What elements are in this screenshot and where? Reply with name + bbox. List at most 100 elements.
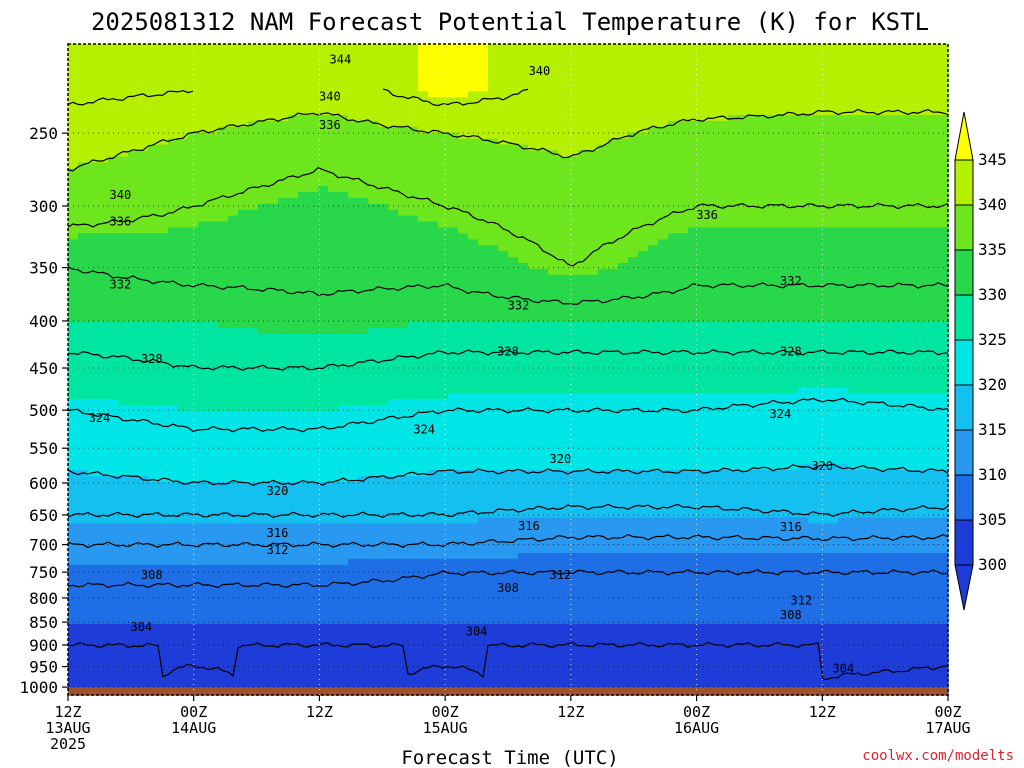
field-cell [328,85,339,92]
field-cell [938,197,949,205]
field-cell [288,322,299,329]
field-cell [328,345,339,353]
field-cell [738,221,749,229]
field-cell [618,251,629,258]
field-cell [68,144,79,152]
field-cell [878,79,889,87]
field-cell [688,144,699,152]
field-cell [508,298,519,305]
field-cell [768,251,779,258]
field-cell [248,197,259,205]
field-cell [318,103,329,110]
field-cell [398,115,409,122]
field-cell [618,174,629,181]
field-cell [118,345,129,353]
field-cell [438,97,449,104]
field-cell [588,67,599,75]
field-cell [638,109,649,116]
field-cell [638,345,649,353]
field-cell [378,351,389,359]
field-cell [298,310,309,317]
field-cell [908,97,919,104]
field-cell [678,168,689,175]
field-cell [78,138,89,146]
field-cell [288,180,299,187]
field-cell [518,73,529,81]
field-cell [258,115,269,122]
field-cell [328,115,339,122]
field-cell [768,73,779,81]
field-cell [178,138,189,146]
field-cell [248,304,259,311]
field-cell [568,351,579,359]
field-cell [628,369,639,377]
field-cell [288,67,299,75]
field-cell [268,286,279,294]
field-cell [788,174,799,181]
field-cell [718,286,729,294]
field-cell [218,103,229,110]
field-cell [728,197,739,205]
field-cell [568,168,579,175]
field-cell [598,44,609,51]
field-cell [738,120,749,128]
field-cell [68,126,79,134]
field-cell [668,345,679,353]
field-cell [338,233,349,240]
field-cell [98,168,109,175]
field-cell [458,44,469,51]
field-cell [258,79,269,87]
field-cell [818,115,829,122]
field-cell [848,221,859,229]
field-cell [188,233,199,240]
field-cell [788,109,799,116]
field-cell [518,239,529,246]
field-cell [198,73,209,81]
field-cell [248,316,259,323]
field-cell [728,168,739,175]
field-cell [508,191,519,199]
field-cell [858,197,869,205]
field-cell [188,280,199,288]
field-cell [758,186,769,193]
field-cell [488,186,499,193]
field-cell [938,363,949,371]
field-cell [428,191,439,199]
field-cell [838,227,849,234]
field-cell [658,180,669,187]
field-cell [238,286,249,294]
field-cell [228,328,239,335]
field-cell [338,239,349,246]
field-cell [758,369,769,377]
field-cell [118,197,129,205]
field-cell [708,251,719,258]
field-cell [238,55,249,63]
field-cell [178,310,189,317]
field-cell [68,245,79,252]
field-cell [368,156,379,163]
field-cell [478,286,489,294]
field-cell [618,274,629,282]
field-cell [128,197,139,205]
field-cell [438,67,449,75]
field-cell [128,85,139,92]
field-cell [88,292,99,300]
field-cell [418,85,429,92]
field-cell [308,233,319,240]
field-cell [488,274,499,282]
field-cell [838,251,849,258]
field-cell [508,328,519,335]
field-cell [518,227,529,234]
field-cell [548,274,559,282]
field-cell [68,333,79,341]
field-cell [268,156,279,163]
field-cell [818,144,829,152]
field-cell [558,239,569,246]
field-cell [488,85,499,92]
field-cell [588,239,599,246]
field-cell [98,61,109,69]
field-cell [908,120,919,128]
field-cell [88,197,99,205]
field-cell [688,257,699,264]
field-cell [128,55,139,63]
